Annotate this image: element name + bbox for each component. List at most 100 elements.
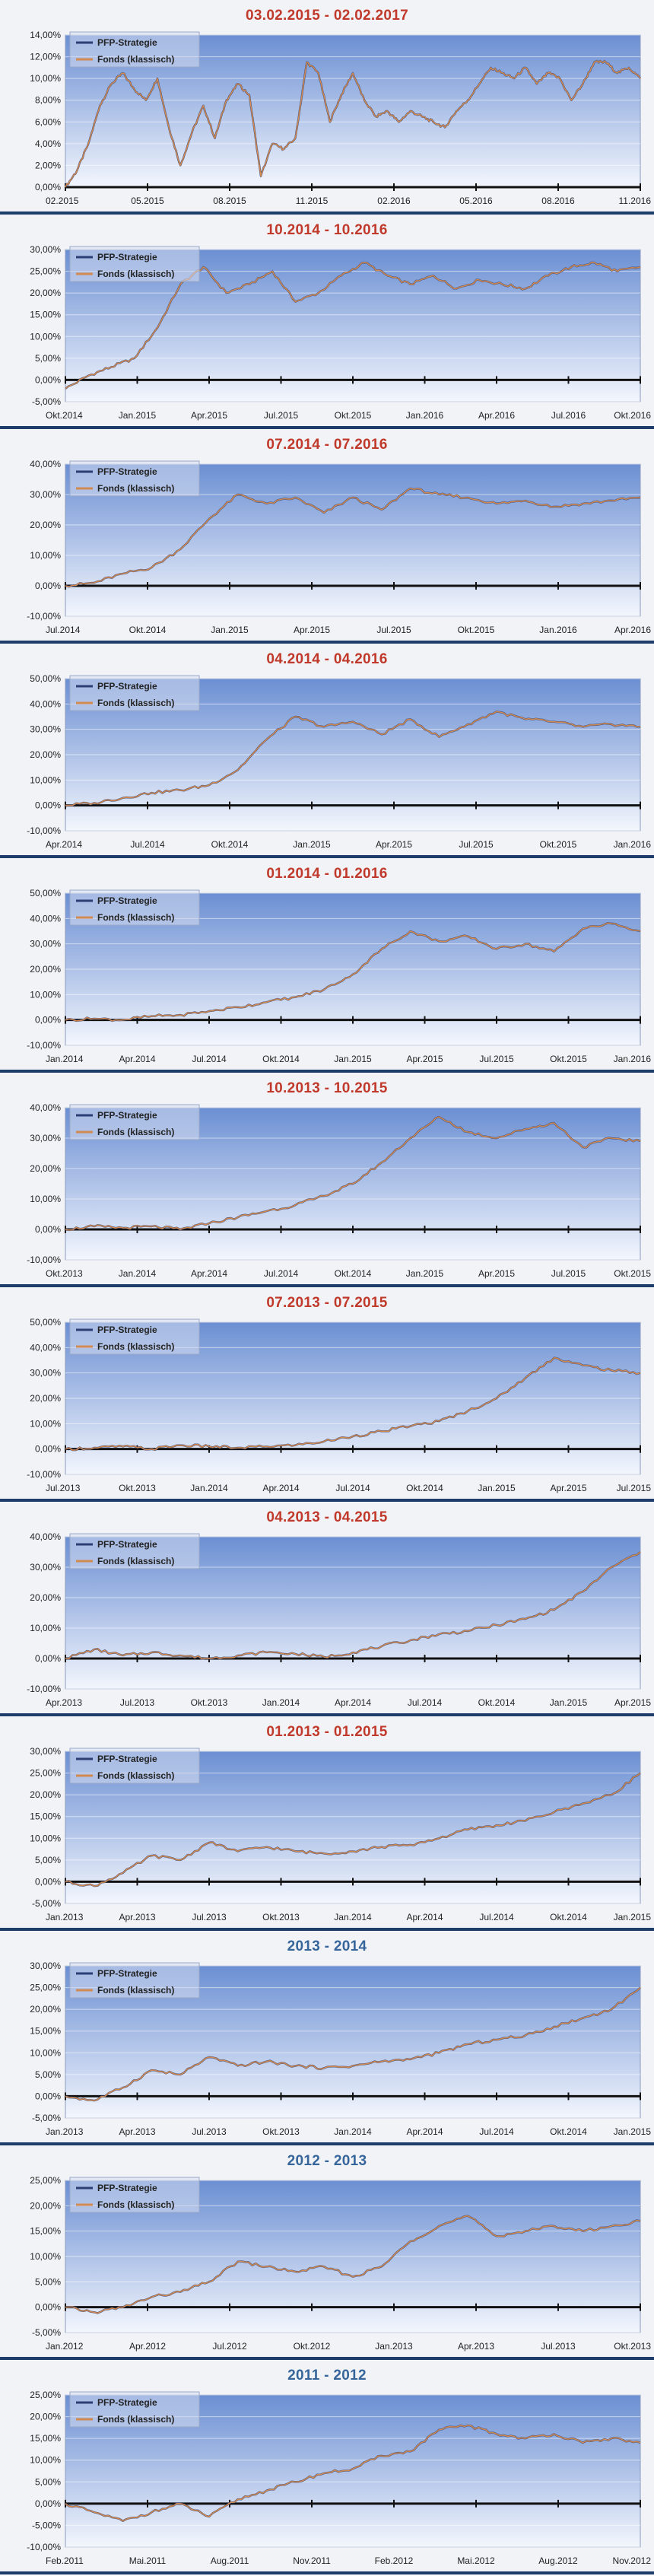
y-tick-label: 50,00% bbox=[30, 674, 61, 684]
x-tick-label: Jan.2014 bbox=[334, 2126, 372, 2137]
y-tick-label: 10,00% bbox=[30, 2047, 61, 2058]
legend-label: Fonds (klassisch) bbox=[97, 54, 174, 65]
series-line-fonds-klassisch bbox=[65, 2425, 641, 2522]
chart-panel: 04.2014 - 04.2016 50,00% 40,00% 30,00% 20,00… bbox=[0, 644, 654, 858]
y-tick-label: 40,00% bbox=[30, 460, 61, 469]
y-tick-label: 0,00% bbox=[35, 2302, 61, 2313]
chart-panel: 04.2013 - 04.2015 40,00% 30,00% 20,00% 10,00… bbox=[0, 1502, 654, 1716]
x-tick-label: Jan.2015 bbox=[293, 839, 331, 850]
line-chart: 25,00% 20,00% 15,00% 10,00% 5,00% 0,00% -5,00%… bbox=[30, 2176, 651, 2352]
y-tick-label: -5,00% bbox=[32, 2520, 61, 2530]
line-chart: 14,00% 12,00% 10,00% 8,00% 6,00% 4,00% 2,00% 0,… bbox=[30, 30, 652, 206]
x-tick-label: Jul.2014 bbox=[46, 625, 81, 635]
y-tick-label: -5,00% bbox=[32, 2113, 61, 2123]
x-tick-label: Jan.2014 bbox=[262, 1697, 300, 1708]
y-tick-label: 20,00% bbox=[30, 964, 61, 975]
chart-panel: 01.2013 - 01.2015 30,00% 25,00% 20,00% 15,00… bbox=[0, 1716, 654, 1931]
x-tick-label: Jul.2014 bbox=[479, 2126, 514, 2137]
panel-separator bbox=[0, 426, 654, 429]
x-tick-label: Okt.2014 bbox=[478, 1697, 516, 1708]
y-tick-label: -10,00% bbox=[27, 1255, 61, 1265]
x-tick-label: Apr.2015 bbox=[478, 1268, 515, 1279]
y-tick-label: -10,00% bbox=[27, 611, 61, 622]
legend-label: Fonds (klassisch) bbox=[97, 1556, 174, 1566]
y-tick-label: 20,00% bbox=[30, 1789, 61, 1800]
y-tick-label: 20,00% bbox=[30, 1393, 61, 1404]
y-tick-label: 20,00% bbox=[30, 2004, 61, 2015]
legend-label: PFP-Strategie bbox=[97, 2397, 157, 2408]
x-tick-label: Jan.2015 bbox=[211, 625, 249, 635]
x-tick-label: Aug.2011 bbox=[211, 2555, 249, 2566]
line-chart: 40,00% 30,00% 20,00% 10,00% 0,00% -10,00% Apr.… bbox=[27, 1532, 651, 1708]
x-tick-label: Apr.2015 bbox=[406, 1054, 443, 1064]
line-chart: 40,00% 30,00% 20,00% 10,00% 0,00% -10,00% Jul.… bbox=[27, 460, 651, 635]
legend-label: Fonds (klassisch) bbox=[97, 1770, 174, 1781]
x-tick-label: 05.2015 bbox=[131, 196, 164, 206]
y-tick-label: 15,00% bbox=[30, 2226, 61, 2237]
x-tick-label: Apr.2014 bbox=[119, 1054, 155, 1064]
y-tick-label: 25,00% bbox=[30, 1768, 61, 1779]
x-tick-label: Okt.2013 bbox=[262, 1912, 300, 1922]
chart-title: 07.2013 - 07.2015 bbox=[266, 1295, 388, 1311]
y-tick-label: -10,00% bbox=[27, 825, 61, 836]
y-tick-label: 6,00% bbox=[35, 116, 61, 127]
x-tick-label: Apr.2013 bbox=[119, 1912, 155, 1922]
x-tick-label: Okt.2014 bbox=[46, 410, 83, 421]
y-tick-label: 40,00% bbox=[30, 1532, 61, 1542]
chart-title: 10.2013 - 10.2015 bbox=[266, 1080, 388, 1096]
y-tick-label: 5,00% bbox=[35, 2476, 61, 2487]
x-tick-label: Jan.2015 bbox=[614, 1912, 652, 1922]
y-tick-label: 40,00% bbox=[30, 913, 61, 924]
y-tick-label: 25,00% bbox=[30, 2390, 61, 2400]
x-tick-label: Okt.2013 bbox=[262, 2126, 300, 2137]
x-tick-label: Jul.2014 bbox=[335, 1483, 370, 1493]
y-tick-label: 30,00% bbox=[30, 1562, 61, 1573]
chart-panel: 07.2014 - 07.2016 40,00% 30,00% 20,00% 10,00… bbox=[0, 429, 654, 644]
chart-title: 2013 - 2014 bbox=[287, 1938, 367, 1954]
y-tick-label: 2,00% bbox=[35, 160, 61, 170]
x-tick-label: Apr.2014 bbox=[262, 1483, 299, 1493]
y-tick-label: 10,00% bbox=[30, 1194, 61, 1204]
y-tick-label: 20,00% bbox=[30, 749, 61, 760]
legend-label: Fonds (klassisch) bbox=[97, 1127, 174, 1137]
x-tick-label: Apr.2014 bbox=[406, 1912, 443, 1922]
legend bbox=[69, 2391, 200, 2428]
y-tick-label: -5,00% bbox=[32, 1898, 61, 1909]
y-tick-label: 10,00% bbox=[30, 73, 61, 84]
y-tick-label: 5,00% bbox=[35, 2069, 61, 2080]
x-tick-label: Jan.2014 bbox=[190, 1483, 228, 1493]
x-tick-label: Jul.2016 bbox=[551, 410, 586, 421]
legend-label: PFP-Strategie bbox=[97, 1539, 157, 1550]
chart-panel: 10.2014 - 10.2016 30,00% 25,00% 20,00% 15,00… bbox=[0, 215, 654, 429]
y-tick-label: 40,00% bbox=[30, 698, 61, 709]
panel-separator bbox=[0, 2571, 654, 2574]
y-tick-label: 25,00% bbox=[30, 1983, 61, 1993]
x-tick-label: Apr.2014 bbox=[406, 2126, 443, 2137]
chart-panel: 10.2013 - 10.2015 40,00% 30,00% 20,00% 10,00… bbox=[0, 1073, 654, 1287]
line-chart: 25,00% 20,00% 15,00% 10,00% 5,00% 0,00% -5,00%… bbox=[27, 2390, 651, 2566]
x-tick-label: Apr.2014 bbox=[191, 1268, 227, 1279]
y-tick-label: 30,00% bbox=[30, 1961, 61, 1971]
x-tick-label: 11.2016 bbox=[619, 196, 652, 206]
y-tick-label: 30,00% bbox=[30, 1747, 61, 1757]
y-tick-label: 8,00% bbox=[35, 95, 61, 106]
x-tick-label: Jan.2013 bbox=[46, 2126, 84, 2137]
series-line-fonds-klassisch bbox=[65, 1551, 641, 1660]
y-tick-label: 30,00% bbox=[30, 939, 61, 949]
x-tick-label: Jan.2016 bbox=[614, 1054, 652, 1064]
panel-separator bbox=[0, 2142, 654, 2145]
y-tick-label: 15,00% bbox=[30, 2433, 61, 2444]
x-tick-label: Jan.2015 bbox=[614, 2126, 652, 2137]
legend-label: PFP-Strategie bbox=[97, 1325, 157, 1335]
y-tick-label: 10,00% bbox=[30, 774, 61, 785]
legend bbox=[69, 1533, 200, 1569]
x-tick-label: Jan.2016 bbox=[539, 625, 577, 635]
x-tick-label: 05.2016 bbox=[459, 196, 493, 206]
x-tick-label: Jul.2015 bbox=[479, 1054, 514, 1064]
y-tick-label: 10,00% bbox=[30, 1623, 61, 1633]
x-tick-label: Feb.2011 bbox=[46, 2555, 84, 2566]
y-tick-label: 30,00% bbox=[30, 245, 61, 255]
x-tick-label: Apr.2015 bbox=[550, 1483, 586, 1493]
y-tick-label: 40,00% bbox=[30, 1103, 61, 1113]
legend bbox=[69, 889, 200, 926]
